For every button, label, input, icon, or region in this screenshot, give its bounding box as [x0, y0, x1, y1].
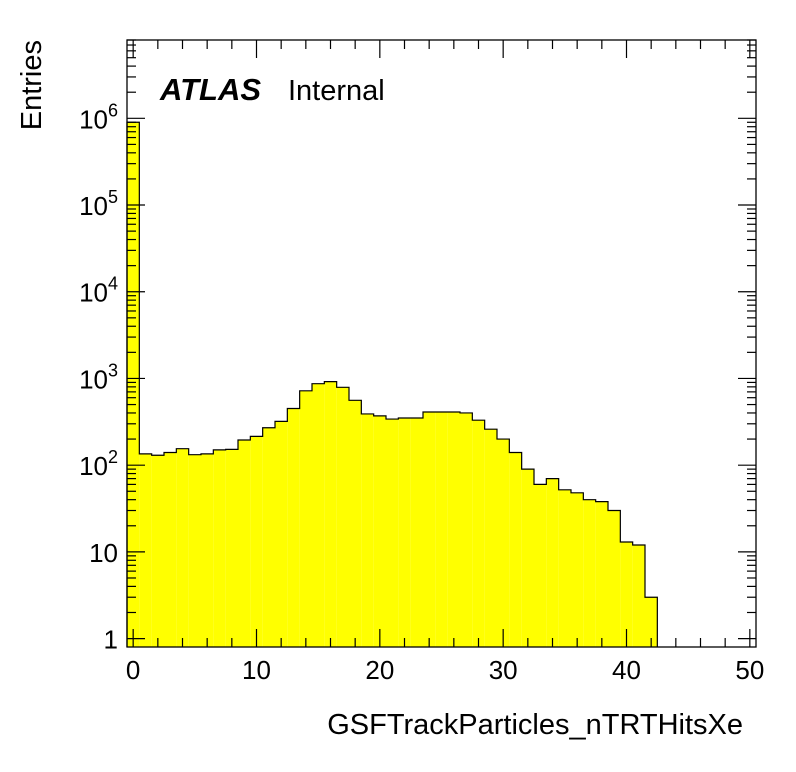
y-tick-label: 10	[89, 538, 118, 568]
histogram-bars	[127, 122, 658, 648]
histogram-bar	[534, 484, 547, 647]
histogram-bar	[188, 454, 201, 647]
histogram-bar	[312, 383, 325, 647]
histogram-bar	[571, 492, 584, 647]
y-axis-label: Entries	[16, 40, 48, 130]
histogram-bar	[620, 542, 633, 647]
x-tick-labels: 0 10 20 30 40 50	[126, 655, 764, 685]
histogram-bar	[435, 412, 448, 647]
histogram-bar	[238, 440, 251, 647]
histogram-bar	[151, 455, 164, 647]
y-tick-label: 105	[79, 187, 118, 221]
y-tick-label: 106	[79, 100, 118, 134]
histogram-bar	[361, 413, 374, 647]
histogram-bar	[595, 501, 608, 647]
histogram-bar	[336, 387, 349, 647]
y-tick-label: 103	[79, 360, 118, 394]
histogram-bar	[287, 408, 300, 647]
histogram-bar	[632, 545, 645, 647]
histogram-bar	[299, 390, 312, 647]
histogram-bar	[250, 436, 263, 647]
histogram-bar	[324, 381, 337, 647]
x-tick-label: 20	[365, 655, 394, 685]
x-tick-label: 50	[735, 655, 764, 685]
histogram-bar	[213, 449, 226, 647]
histogram-bar	[410, 417, 423, 647]
histogram-bar	[447, 412, 460, 647]
histogram-bar	[398, 417, 411, 647]
histogram-bar	[546, 478, 559, 647]
histogram-bar	[497, 439, 510, 647]
histogram-bar	[460, 412, 473, 647]
histogram-bar	[349, 400, 362, 647]
axis-ticks	[127, 39, 756, 647]
y-tick-labels: 1 10 102 103 104 105 106	[79, 100, 118, 654]
histogram-bar	[176, 448, 189, 647]
histogram-bar	[558, 489, 571, 647]
x-tick-label: 0	[126, 655, 140, 685]
y-tick-label: 104	[79, 274, 118, 308]
histogram-bar	[262, 427, 275, 647]
atlas-label: ATLAS	[159, 72, 261, 107]
histogram-bar	[139, 453, 152, 647]
histogram-bar	[423, 412, 436, 647]
histogram-bar	[645, 597, 658, 647]
histogram-bar	[484, 429, 497, 647]
histogram-bar	[583, 499, 596, 647]
histogram-bar	[608, 510, 621, 647]
histogram-bar	[127, 122, 140, 648]
plot-frame	[126, 39, 757, 648]
histogram-bar	[275, 421, 288, 647]
histogram-outline	[126, 121, 658, 647]
x-axis-label: GSFTrackParticles_nTRTHitsXe	[327, 709, 743, 741]
histogram-bar	[225, 449, 238, 647]
histogram-bar	[386, 419, 399, 647]
histogram-bar	[509, 452, 522, 647]
y-tick-label: 1	[104, 625, 118, 655]
histogram-bar	[201, 453, 214, 647]
internal-label: Internal	[288, 75, 385, 107]
histogram-bar	[521, 469, 534, 647]
y-tick-label: 102	[79, 447, 118, 481]
histogram-bar	[164, 452, 177, 647]
x-tick-label: 40	[612, 655, 641, 685]
histogram-bar	[373, 415, 386, 647]
histogram-bar	[472, 420, 485, 647]
x-tick-label: 30	[489, 655, 518, 685]
x-tick-label: 10	[242, 655, 271, 685]
